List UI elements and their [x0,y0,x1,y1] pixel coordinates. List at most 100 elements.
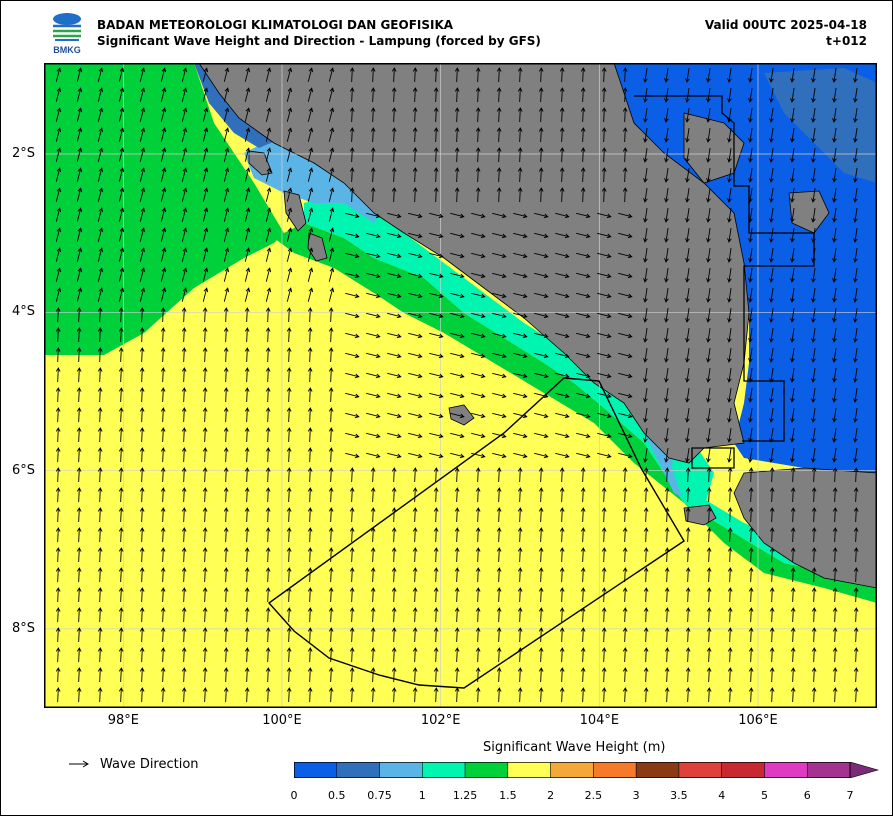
wave-arrow [538,607,544,623]
wave-arrow [349,187,355,203]
wave-arrow [265,307,271,323]
wave-arrow [748,388,753,403]
wave-arrow [118,527,124,543]
wave-arrow [286,207,293,222]
wave-arrow [265,467,271,483]
wave-arrow [538,547,544,563]
wave-arrow [685,467,691,483]
wave-arrow [601,187,607,203]
wave-arrow [559,507,565,523]
wave-arrow [643,208,648,223]
wave-arrow [307,367,313,383]
wave-arrow [286,407,292,423]
wave-arrow [832,527,838,543]
wave-arrow [433,527,439,543]
wave-arrow [706,308,711,323]
wave-arrow [181,367,187,383]
wave-arrow [496,627,502,643]
wave-arrow [244,387,250,403]
wave-arrow [223,367,229,383]
wave-arrow [643,108,648,123]
wave-arrow [450,332,465,339]
wave-arrow [97,227,104,242]
wave-arrow [391,467,397,483]
wave-arrow [223,407,229,423]
wave-arrow [643,308,648,323]
wave-arrow [244,367,250,383]
wave-arrow [622,107,628,123]
wave-arrow [202,287,209,302]
colorbar-tick-label: 5 [760,789,768,802]
wave-arrow [265,267,272,282]
wave-arrow [349,527,355,543]
wave-arrow [496,167,502,183]
wave-arrow [76,187,83,202]
wave-arrow [391,67,397,83]
wave-arrow [471,272,486,279]
wave-arrow [307,67,314,82]
wave-arrow [450,292,465,299]
wave-arrow [685,687,691,703]
wave-arrow [601,147,607,163]
wave-arrow [706,687,712,703]
wave-arrow [513,232,528,239]
wave-arrow [366,412,381,419]
wave-arrow [496,487,502,503]
wave-arrow [97,147,104,162]
wave-arrow [223,267,230,282]
wave-arrow [576,372,591,379]
wave-arrow [769,647,775,663]
wave-arrow [202,667,208,683]
wave-arrow [160,527,166,543]
wave-arrow [181,187,188,202]
wave-arrow [387,432,402,439]
wave-arrow [534,372,549,379]
wave-arrow [790,487,796,503]
wave-arrow [181,647,187,663]
wave-arrow [643,228,648,243]
wave-arrow [307,107,314,122]
wave-height-map [44,63,877,708]
wave-arrow [160,327,166,343]
wave-arrow [244,207,251,222]
wave-arrow [454,587,460,603]
wave-arrow [76,327,82,343]
wave-arrow [517,147,523,163]
wave-arrow [160,567,166,583]
wave-arrow [853,88,858,103]
wave-arrow [76,587,82,603]
wave-arrow [811,268,816,283]
wave-arrow [496,127,502,143]
sea-blue-zone-java-sea [614,63,877,473]
wave-arrow [408,432,423,439]
wave-arrow [286,67,293,82]
wave-arrow [769,627,775,643]
wave-arrow [181,607,187,623]
wave-arrow [97,67,104,82]
wave-arrow [769,348,774,363]
wave-arrow [748,368,753,383]
wave-arrow [538,527,544,543]
wave-arrow [139,67,146,82]
wave-arrow [790,288,795,303]
wave-arrow [534,252,549,259]
wave-arrow [223,307,229,323]
wave-arrow [265,187,272,202]
wave-arrow [727,148,732,163]
wave-arrow [832,308,837,323]
wave-arrow [370,627,376,643]
wave-arrow [391,607,397,623]
wave-arrow [471,452,486,459]
wave-arrow [576,412,591,419]
wave-arrow [492,212,507,219]
wave-arrow [811,68,816,83]
wave-arrow [748,328,753,343]
wave-arrow [471,412,486,419]
colorbar-segment [336,762,380,778]
wave-arrow [475,607,481,623]
wave-arrow [450,312,465,319]
wave-arrow [349,487,355,503]
wave-arrow [664,348,669,363]
wave-arrow [265,447,271,463]
wave-arrow [139,507,145,523]
